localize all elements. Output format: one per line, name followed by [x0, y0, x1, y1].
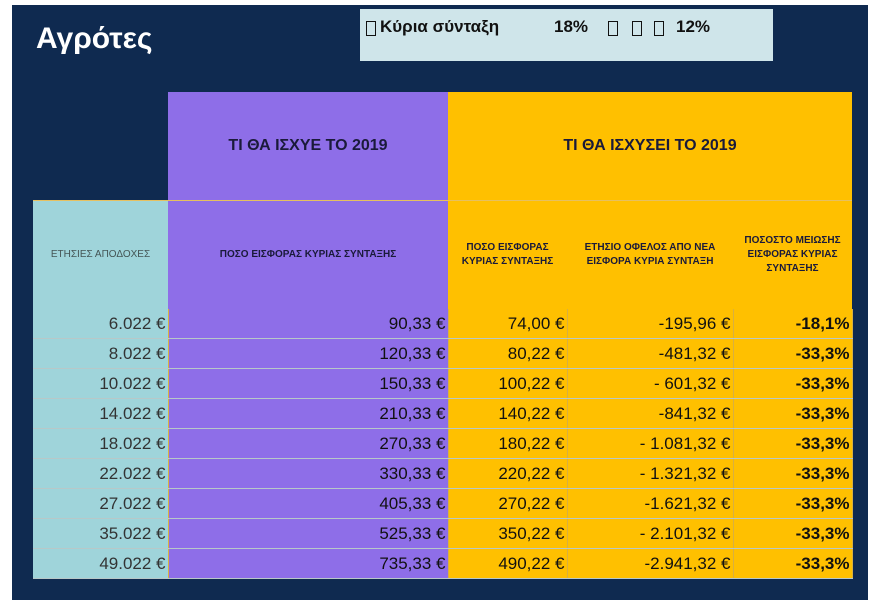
- table: ΤΙ ΘΑ ΙΣΧΥΕ ΤΟ 2019 ΤΙ ΘΑ ΙΣΧΥΣΕΙ ΤΟ 201…: [33, 92, 853, 579]
- cell: -33,3%: [733, 338, 853, 369]
- cell: - 601,32 €: [567, 368, 734, 399]
- cell: 525,33 €: [168, 518, 449, 549]
- cell: -33,3%: [733, 488, 853, 519]
- cell: 180,22 €: [448, 428, 568, 459]
- column-header: ΕΤΗΣΙΟ ΟΦΕΛΟΣ ΑΠΟ ΝΕΑ ΕΙΣΦΟΡΑ ΚΥΡΙΑ ΣΥΝΤ…: [567, 200, 733, 309]
- cell: -1.621,32 €: [567, 488, 734, 519]
- cell: 270,33 €: [168, 428, 449, 459]
- header-row: ΕΤΗΣΙΕΣ ΑΠΟΔΟΧΕΣ ΠΟΣΟ ΕΙΣΦΟΡΑΣ ΚΥΡΙΑΣ ΣΥΝ…: [33, 200, 852, 309]
- icon: [366, 21, 376, 36]
- row: 22.022 €330,33 €220,22 € - 1.321,32 € -33,…: [33, 458, 853, 489]
- cell: 140,22 €: [448, 398, 568, 429]
- cell: -33,3%: [733, 428, 853, 459]
- cell: - 1.081,32 €: [567, 428, 734, 459]
- banner: Κύρια σύνταξη 18% 12%: [360, 9, 773, 61]
- icon: [608, 21, 618, 36]
- cell: 210,33 €: [168, 398, 449, 429]
- banner-from: 18%: [554, 17, 589, 36]
- cell: 49.022 €: [33, 548, 169, 579]
- blank-cell: [33, 92, 168, 201]
- cell: 330,33 €: [168, 458, 449, 489]
- cell: 220,22 €: [448, 458, 568, 489]
- column-header: ΠΟΣΟ ΕΙΣΦΟΡΑΣ ΚΥΡΙΑΣ ΣΥΝΤΑΞΗΣ: [168, 200, 448, 309]
- cell: 35.022 €: [33, 518, 169, 549]
- cell: 22.022 €: [33, 458, 169, 489]
- cell: 490,22 €: [448, 548, 568, 579]
- row: 14.022 €210,33 €140,22 € -841,32 € -33,3%: [33, 398, 853, 429]
- cell: -33,3%: [733, 458, 853, 489]
- column-header: ΠΟΣΟ ΕΙΣΦΟΡΑΣ ΚΥΡΙΑΣ ΣΥΝΤΑΞΗΣ: [448, 200, 567, 309]
- row: 35.022 €525,33 €350,22 € - 2.101,32 € -33,…: [33, 518, 853, 549]
- row: 8.022 €120,33 €80,22 € -481,32 € -33,3%: [33, 338, 853, 369]
- cell: -33,3%: [733, 398, 853, 429]
- cell: -33,3%: [733, 368, 853, 399]
- icon: [632, 21, 642, 36]
- cell: 120,33 €: [168, 338, 449, 369]
- cell: 14.022 €: [33, 398, 169, 429]
- cell: 18.022 €: [33, 428, 169, 459]
- banner-label: Κύρια σύνταξη: [380, 17, 500, 36]
- cell: 10.022 €: [33, 368, 169, 399]
- cell: -195,96 €: [567, 309, 734, 339]
- cell: -841,32 €: [567, 398, 734, 429]
- cell: 80,22 €: [448, 338, 568, 369]
- cell: -2.941,32 €: [567, 548, 734, 579]
- cell: 74,00 €: [448, 309, 568, 339]
- row: 18.022 €270,33 €180,22 € - 1.081,32 € -33,…: [33, 428, 853, 459]
- cell: -33,3%: [733, 518, 853, 549]
- cell: -18,1%: [733, 309, 853, 339]
- column-header: ΕΤΗΣΙΕΣ ΑΠΟΔΟΧΕΣ: [33, 200, 168, 309]
- cell: 90,33 €: [168, 309, 449, 339]
- group-header: ΤΙ ΘΑ ΙΣΧΥΕ ΤΟ 2019: [168, 92, 448, 201]
- icon: [654, 21, 664, 36]
- row: 10.022 €150,33 €100,22 € - 601,32 € -33,3%: [33, 368, 853, 399]
- cell: 270,22 €: [448, 488, 568, 519]
- cell: 6.022 €: [33, 309, 169, 339]
- cell: - 1.321,32 €: [567, 458, 734, 489]
- cell: 27.022 €: [33, 488, 169, 519]
- cell: 350,22 €: [448, 518, 568, 549]
- title: Αγρότες: [36, 22, 153, 55]
- cell: 405,33 €: [168, 488, 449, 519]
- group-header: ΤΙ ΘΑ ΙΣΧΥΣΕΙ ΤΟ 2019: [448, 92, 852, 201]
- cell: 735,33 €: [168, 548, 449, 579]
- row: 6.022 €90,33 €74,00 € -195,96 € -18,1%: [33, 309, 853, 339]
- cell: - 2.101,32 €: [567, 518, 734, 549]
- cell: -33,3%: [733, 548, 853, 579]
- row: 49.022 €735,33 €490,22 € -2.941,32 € -33,3…: [33, 548, 853, 579]
- cell: 150,33 €: [168, 368, 449, 399]
- cell: -481,32 €: [567, 338, 734, 369]
- column-header: ΠΟΣΟΣΤΟ ΜΕΙΩΣΗΣ ΕΙΣΦΟΡΑΣ ΚΥΡΙΑΣ ΣΥΝΤΑΞΗΣ: [733, 200, 852, 309]
- cell: 8.022 €: [33, 338, 169, 369]
- cell: 100,22 €: [448, 368, 568, 399]
- banner-to: 12%: [676, 17, 711, 36]
- row: 27.022 €405,33 €270,22 € -1.621,32 € -33,3…: [33, 488, 853, 519]
